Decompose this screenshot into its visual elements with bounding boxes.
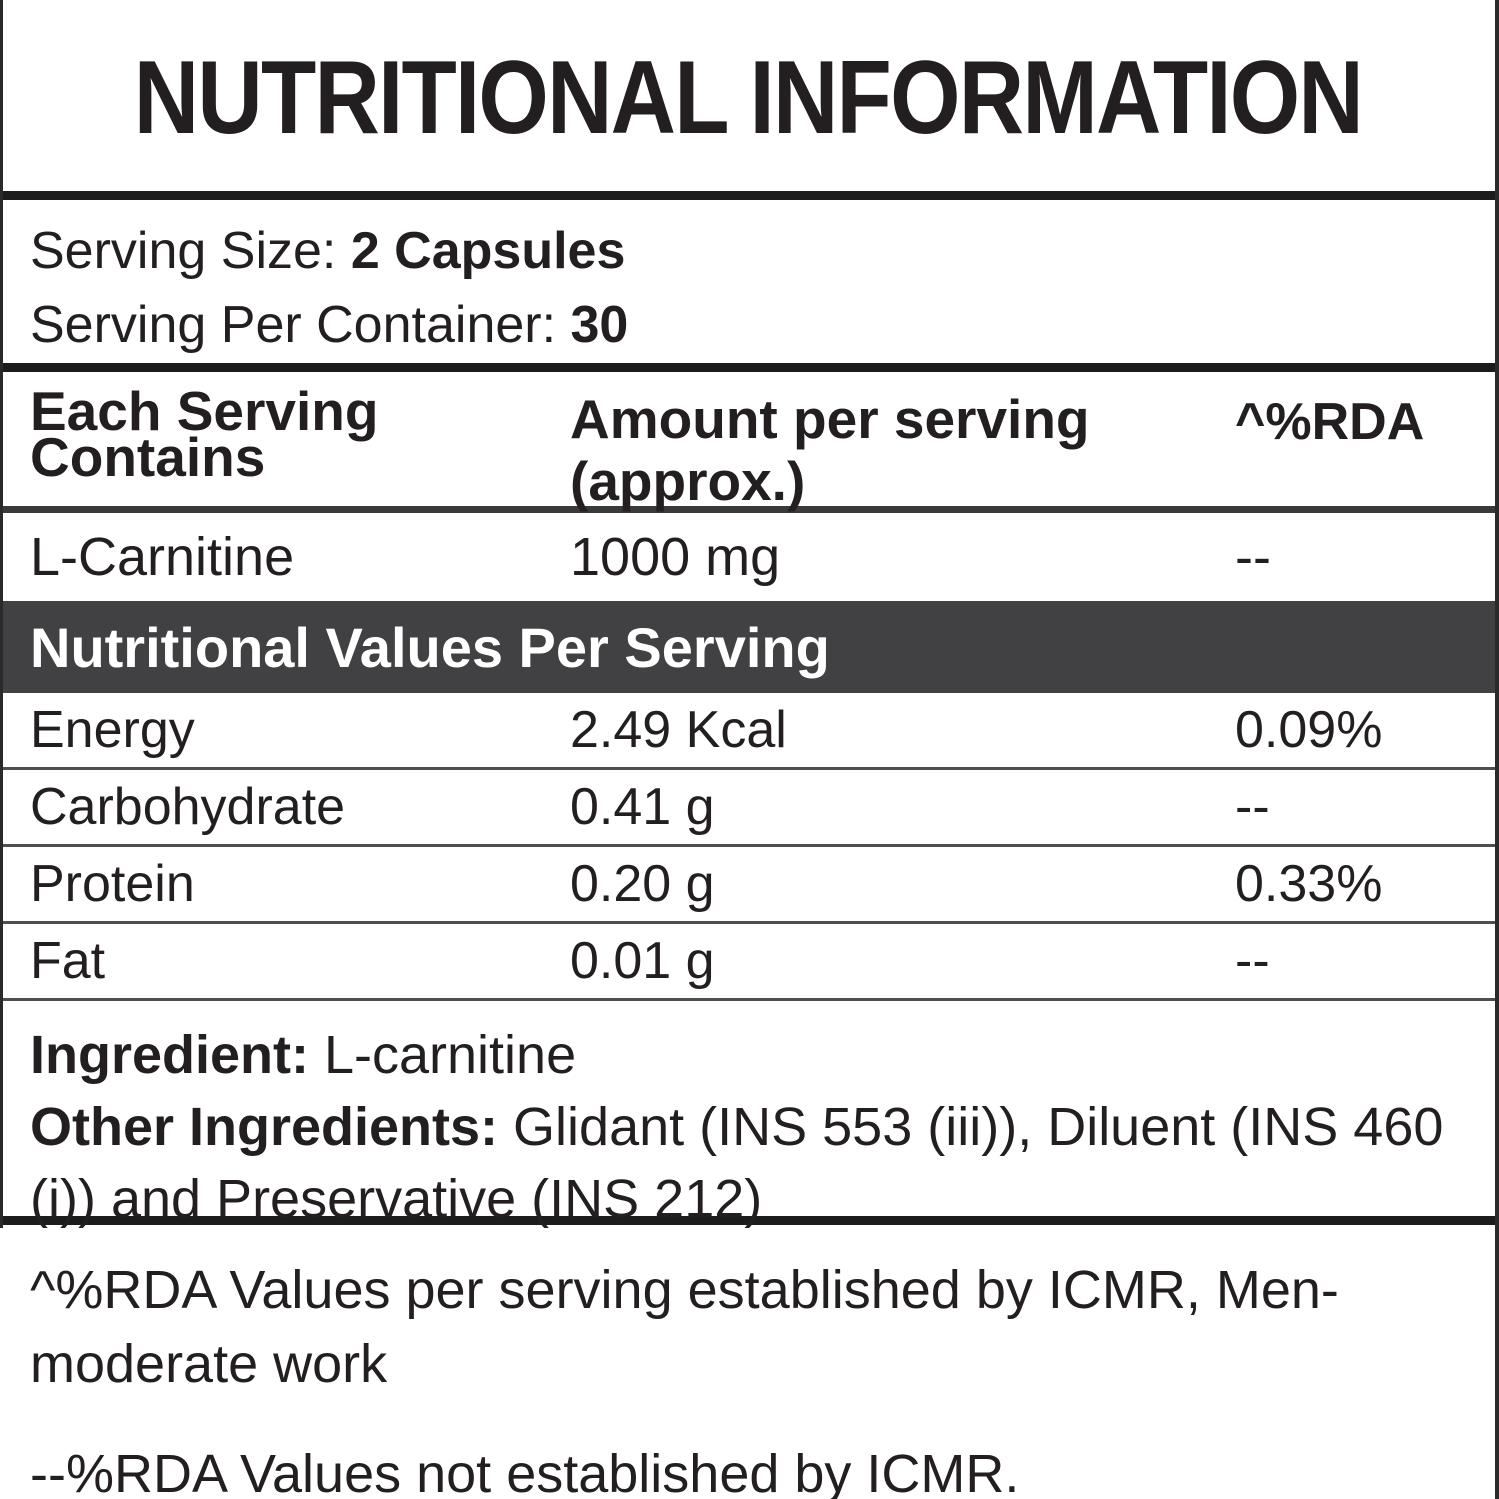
ingredient-line: Ingredient: L-carnitine: [30, 1019, 1455, 1091]
other-ingredients-label: Other Ingredients:: [30, 1097, 514, 1157]
row-rda: 0.33%: [1235, 855, 1383, 913]
header-rda: ^%RDA: [1235, 393, 1425, 451]
row-amount: 1000 mg: [570, 527, 781, 587]
ingredient-value: L-carnitine: [324, 1025, 577, 1085]
serving-per-container-value: 30: [570, 296, 629, 354]
header-col2-line1: Amount per serving: [570, 388, 1090, 450]
row-rda: --: [1235, 527, 1271, 587]
row-amount: 2.49 Kcal: [570, 701, 787, 759]
serving-info-section: Serving Size: 2 Capsules Serving Per Con…: [0, 200, 1495, 372]
other-ingredients-line: Other Ingredients: Glidant (INS 553 (iii…: [30, 1091, 1455, 1235]
serving-per-container-line: Serving Per Container: 30: [30, 288, 1495, 362]
header-col2-line2: (approx.): [570, 450, 806, 512]
row-name: Fat: [30, 932, 106, 990]
section-header-band: Nutritional Values Per Serving: [0, 601, 1495, 693]
row-amount: 0.20 g: [570, 855, 715, 913]
row-rda: 0.09%: [1235, 701, 1383, 759]
other-ingredients-value: Glidant (INS 553 (iii)), Diluent (INS 46…: [30, 1097, 1444, 1229]
row-name: Protein: [30, 855, 195, 913]
page-title: NUTRITIONAL INFORMATION: [133, 40, 1363, 156]
row-amount: 0.41 g: [570, 778, 715, 836]
table-row-fat: Fat 0.01 g --: [0, 924, 1495, 1001]
table-row-l-carnitine: L-Carnitine 1000 mg --: [0, 513, 1495, 601]
table-row-protein: Protein 0.20 g 0.33%: [0, 847, 1495, 924]
serving-size-value: 2 Capsules: [350, 222, 626, 280]
table-row-carbohydrate: Carbohydrate 0.41 g --: [0, 770, 1495, 847]
table-header-row: Each Serving Contains Amount per serving…: [0, 372, 1495, 513]
row-amount: 0.01 g: [570, 932, 715, 990]
row-name: Energy: [30, 701, 195, 759]
serving-size-line: Serving Size: 2 Capsules: [30, 214, 1495, 288]
row-name: Carbohydrate: [30, 778, 346, 836]
ingredients-section: Ingredient: L-carnitine Other Ingredient…: [0, 1001, 1495, 1229]
header-each-serving-contains: Each Serving Contains: [0, 380, 570, 506]
ingredient-label: Ingredient:: [30, 1025, 324, 1085]
row-rda: --: [1235, 778, 1270, 836]
footnotes-section: ^%RDA Values per serving established by …: [0, 1225, 1495, 1499]
header-amount-per-serving: Amount per serving (approx.): [570, 388, 1233, 512]
header-col1-line2: Contains: [30, 426, 266, 488]
row-name: L-Carnitine: [30, 527, 295, 587]
footnote-rda-not-established: --%RDA Values not established by ICMR.: [30, 1444, 1020, 1499]
row-rda: --: [1235, 932, 1270, 990]
title-section: NUTRITIONAL INFORMATION: [0, 0, 1495, 200]
header-col1-line1: Each Serving: [30, 380, 379, 442]
serving-per-container-label: Serving Per Container:: [30, 296, 571, 354]
serving-size-label: Serving Size:: [30, 222, 351, 280]
label-left-border: [0, 0, 3, 1228]
table-row-energy: Energy 2.49 Kcal 0.09%: [0, 693, 1495, 770]
footnote-rda-established: ^%RDA Values per serving established by …: [30, 1260, 1339, 1394]
